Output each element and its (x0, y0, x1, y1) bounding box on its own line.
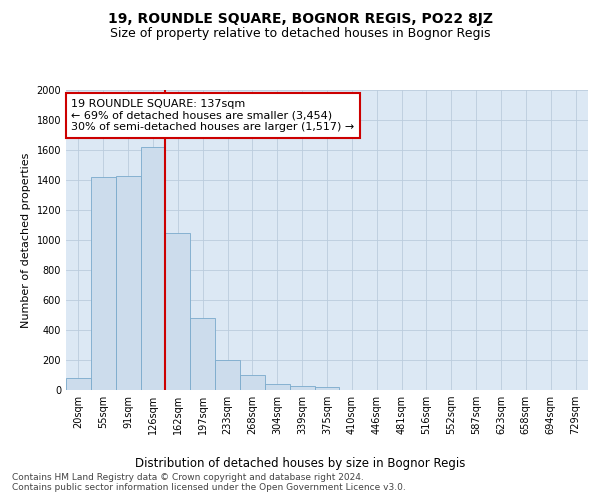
Bar (140, 147, 166, 390)
Bar (66, 378, 91, 390)
Text: Distribution of detached houses by size in Bognor Regis: Distribution of detached houses by size … (135, 458, 465, 470)
Bar (190, 318, 215, 390)
Bar (314, 387, 340, 390)
Text: 19 ROUNDLE SQUARE: 137sqm
← 69% of detached houses are smaller (3,454)
30% of se: 19 ROUNDLE SQUARE: 137sqm ← 69% of detac… (71, 99, 355, 132)
Text: Contains HM Land Registry data © Crown copyright and database right 2024.
Contai: Contains HM Land Registry data © Crown c… (12, 473, 406, 492)
Bar (166, 232, 190, 390)
Bar (215, 360, 240, 390)
Bar (91, 177, 116, 390)
Bar (240, 375, 265, 390)
Y-axis label: Number of detached properties: Number of detached properties (21, 152, 31, 328)
Bar (265, 384, 290, 390)
Text: 19, ROUNDLE SQUARE, BOGNOR REGIS, PO22 8JZ: 19, ROUNDLE SQUARE, BOGNOR REGIS, PO22 8… (107, 12, 493, 26)
Text: Size of property relative to detached houses in Bognor Regis: Size of property relative to detached ho… (110, 28, 490, 40)
Bar (116, 176, 140, 390)
Bar (290, 386, 314, 390)
